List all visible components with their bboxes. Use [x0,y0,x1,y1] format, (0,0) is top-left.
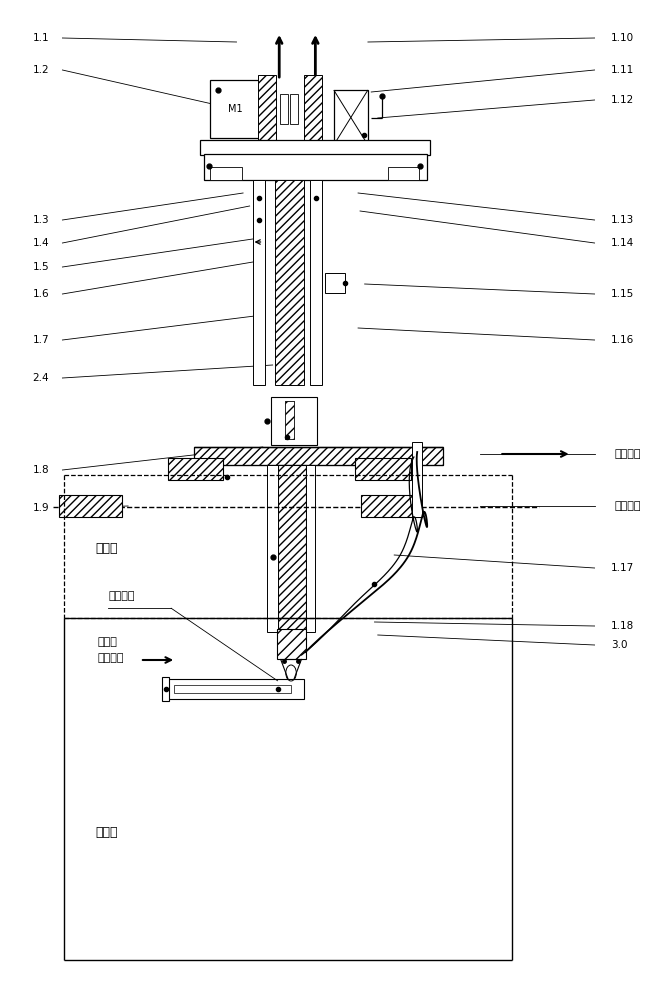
Text: 上驻室: 上驻室 [95,542,118,554]
Text: 1.18: 1.18 [611,621,634,631]
Bar [334,90,368,145]
Bar [285,401,294,439]
Text: 1.15: 1.15 [611,289,634,299]
Text: 1.17: 1.17 [611,563,634,573]
Text: 1.5: 1.5 [33,262,49,272]
Bar [412,442,422,517]
Bar [280,94,288,124]
Text: 1.2: 1.2 [33,65,49,75]
Bar [361,495,420,517]
Bar [210,167,242,180]
Text: 试验段: 试验段 [97,637,117,647]
Text: 气流方向: 气流方向 [97,653,124,663]
Bar [278,465,306,632]
Bar [200,140,430,155]
Bar [310,180,322,385]
Bar [168,458,223,480]
Text: 1.8: 1.8 [33,465,49,475]
Text: 2.4: 2.4 [33,373,49,383]
Bar [253,180,265,385]
Bar [204,154,427,180]
Bar [162,677,169,701]
Text: 1.9: 1.9 [33,503,49,513]
Text: 1.4: 1.4 [33,238,49,248]
Bar [304,75,322,145]
Bar [325,273,345,293]
Bar [355,458,411,480]
Bar [168,679,304,699]
Bar [258,75,276,145]
Bar [306,465,315,632]
Text: 模型支杆: 模型支杆 [108,591,135,601]
Text: 1.11: 1.11 [611,65,634,75]
Text: 1.13: 1.13 [611,215,634,225]
Bar [174,685,291,693]
Bar [267,465,278,632]
Text: 1.7: 1.7 [33,335,49,345]
Text: 1.10: 1.10 [611,33,634,43]
Text: 1.14: 1.14 [611,238,634,248]
Bar [388,167,419,180]
Text: 1.6: 1.6 [33,289,49,299]
Bar [194,447,443,465]
Bar [277,629,306,659]
Bar [59,495,122,517]
Bar [210,80,260,138]
Bar [271,397,317,445]
Text: 1.12: 1.12 [611,95,634,105]
Bar [285,401,294,439]
Text: 下驻室: 下驻室 [95,826,118,838]
Text: 线缆套管: 线缆套管 [614,501,641,511]
Text: 1.3: 1.3 [33,215,49,225]
Bar [275,180,304,385]
Bar [290,94,298,124]
Text: M1: M1 [227,104,242,114]
Text: 线缆接口: 线缆接口 [614,449,641,459]
Text: 1.1: 1.1 [33,33,49,43]
Text: 3.0: 3.0 [611,640,627,650]
Text: 1.16: 1.16 [611,335,634,345]
